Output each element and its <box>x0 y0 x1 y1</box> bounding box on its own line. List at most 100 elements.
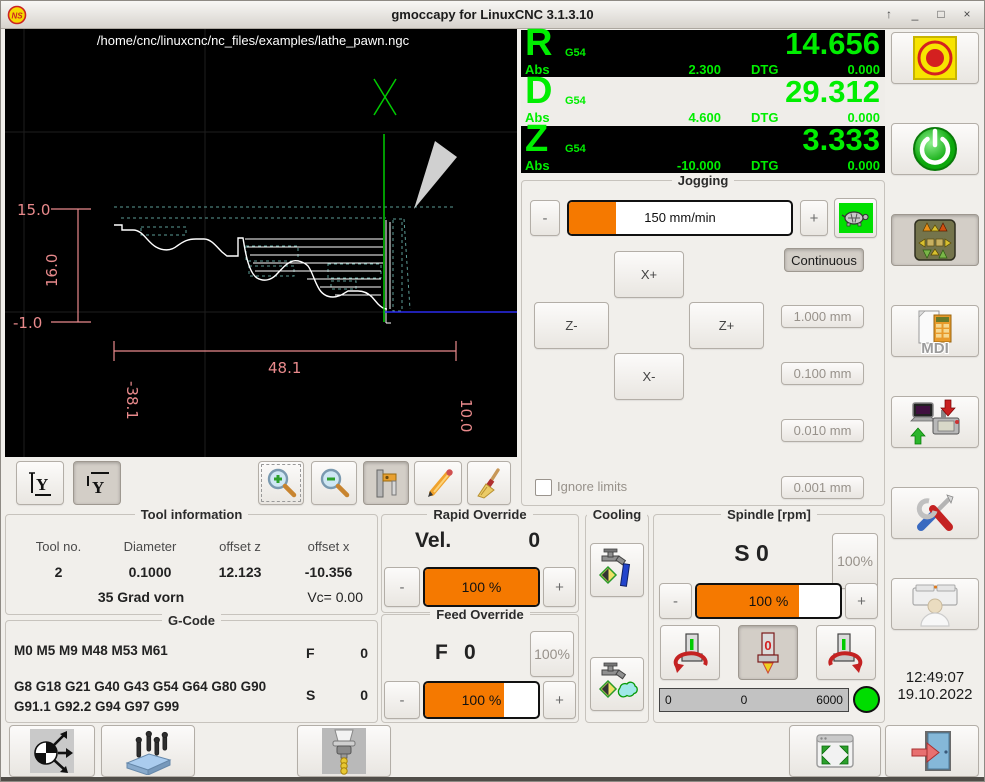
jogging-title: Jogging <box>671 173 735 188</box>
dro-axis-d[interactable]: D G54 29.312 Abs 4.600 DTG 0.000 <box>521 70 885 125</box>
dro-axis-z[interactable]: Z G54 3.333 Abs -10.000 DTG 0.000 <box>521 118 885 173</box>
offset-z-value: 12.123 <box>218 564 262 580</box>
increment-001mm-button[interactable]: 0.010 mm <box>781 419 864 442</box>
jog-pad-icon <box>914 219 956 261</box>
svg-text:10.0: 10.0 <box>457 399 475 432</box>
dimension-absolute-icon: Y <box>29 472 51 496</box>
touch-plate-icon <box>125 730 172 775</box>
f-label: F <box>306 645 315 661</box>
jog-speed-bar[interactable]: 150 mm/min <box>567 200 793 236</box>
spindle-ccw-button[interactable] <box>660 625 720 680</box>
zoom-out-button[interactable] <box>311 461 357 505</box>
jog-speed-plus-button[interactable]: + <box>800 200 828 236</box>
clock-time: 12:49:07 <box>905 669 965 686</box>
spindle-stop-icon: 0 <box>757 631 779 674</box>
s-label: S <box>306 687 316 703</box>
spindle-cw-button[interactable] <box>816 625 876 680</box>
rapid-override-bar[interactable]: 100 % <box>423 567 540 607</box>
dimension-relative-button[interactable]: Y <box>73 461 121 505</box>
s-value: 0 <box>360 687 368 703</box>
spindle-plus-button[interactable]: + <box>845 583 878 619</box>
fullscreen-button[interactable] <box>789 725 881 777</box>
turtle-speed-button[interactable] <box>834 198 877 238</box>
titlebar[interactable]: NS gmoccapy for LinuxCNC 3.1.3.10 ↑ _ □ … <box>1 1 984 29</box>
spindle-override-bar[interactable]: 100 % <box>695 583 842 619</box>
coord-system: G54 <box>565 47 586 59</box>
spindle-frame: Spindle [rpm] S 0 100% - 100 % + <box>653 507 885 723</box>
spindle-stop-button[interactable]: 0 <box>738 625 798 680</box>
spindle-speed-label: S 0 <box>734 540 769 566</box>
jog-z-plus-button[interactable]: Z+ <box>689 302 764 349</box>
tool-info-title: Tool information <box>134 507 249 522</box>
coord-system: G54 <box>565 95 586 107</box>
preview-grid <box>5 29 517 457</box>
app-logo-icon: NS <box>7 5 27 24</box>
exit-button[interactable] <box>885 725 979 777</box>
svg-text:NS: NS <box>11 11 23 20</box>
minimize-button[interactable]: _ <box>911 7 919 21</box>
feed-override-bar[interactable]: 100 % <box>423 681 540 719</box>
auto-mode-button[interactable] <box>891 396 979 448</box>
ignore-limits-checkbox[interactable] <box>535 479 552 496</box>
dimension-lines: 15.0 -1.0 16.0 48.1 -38.1 10.0 <box>13 201 475 432</box>
increment-0001mm-button[interactable]: 0.001 mm <box>781 476 864 499</box>
dtg-value: 0.000 <box>847 158 880 173</box>
rapid-plus-button[interactable]: + <box>543 567 576 607</box>
tool-description: 35 Grad vorn <box>97 589 185 605</box>
clear-plot-button[interactable] <box>467 461 511 505</box>
axis-value: 29.312 <box>785 74 880 109</box>
edit-gcode-button[interactable] <box>414 461 462 505</box>
increment-01mm-button[interactable]: 0.100 mm <box>781 362 864 385</box>
fullscreen-icon <box>816 734 854 768</box>
jog-x-plus-button[interactable]: X+ <box>614 251 684 298</box>
close-button[interactable]: × <box>963 7 971 21</box>
rapid-minus-button[interactable]: - <box>384 567 420 607</box>
jog-speed-value: 150 mm/min <box>644 210 716 225</box>
rapid-override-frame: Rapid Override Vel. 0 - 100 % + <box>381 507 579 613</box>
gcode-preview[interactable]: /home/cnc/linuxcnc/nc_files/examples/lat… <box>5 29 517 457</box>
spindle-minus-button[interactable]: - <box>659 583 692 619</box>
toolpath <box>114 220 391 324</box>
jog-x-minus-button[interactable]: X- <box>614 353 684 400</box>
tool-no-value: 2 <box>54 564 63 580</box>
dtg-value: 0.000 <box>847 62 880 77</box>
zoom-in-button[interactable] <box>258 461 304 505</box>
turtle-icon <box>838 203 873 233</box>
mist-coolant-button[interactable] <box>590 657 644 711</box>
feed-minus-button[interactable]: - <box>384 681 420 719</box>
dro-axis-r[interactable]: R G54 14.656 Abs 2.300 DTG 0.000 <box>521 22 885 77</box>
offset-z-header: offset z <box>219 539 261 554</box>
tool-position-marker <box>373 78 397 322</box>
continuous-jog-button[interactable]: Continuous <box>784 248 864 272</box>
maximize-button[interactable]: □ <box>937 7 945 21</box>
caliper-icon <box>376 469 397 498</box>
settings-button[interactable] <box>891 487 979 539</box>
user-settings-button[interactable] <box>891 578 979 630</box>
dimension-absolute-button[interactable]: Y <box>16 461 64 505</box>
svg-text:Y: Y <box>36 475 48 494</box>
jogging-frame: Jogging - 150 mm/min + Continuous X+ <box>521 173 885 506</box>
machine-on-button[interactable] <box>891 123 979 175</box>
mist-icon <box>598 662 638 699</box>
spindle-at-speed-led <box>853 686 880 713</box>
shade-button[interactable]: ↑ <box>886 7 892 21</box>
feed-reset-button[interactable]: 100% <box>530 631 574 677</box>
jog-z-minus-button[interactable]: Z- <box>534 302 609 349</box>
mdi-mode-button[interactable]: MDI <box>891 305 979 357</box>
spindle-reset-button[interactable]: 100% <box>832 533 878 589</box>
tools-icon <box>916 494 954 531</box>
abs-value: 4.600 <box>688 110 721 125</box>
show-dimensions-button[interactable] <box>363 461 409 505</box>
estop-button[interactable] <box>891 32 979 84</box>
block-height-button[interactable] <box>101 725 195 777</box>
axis-value: 3.333 <box>802 122 880 157</box>
feed-plus-button[interactable]: + <box>543 681 576 719</box>
offset-x-value: -10.356 <box>304 564 353 580</box>
increment-1mm-button[interactable]: 1.000 mm <box>781 305 864 328</box>
jog-speed-minus-button[interactable]: - <box>530 200 560 236</box>
touch-off-button[interactable] <box>9 725 95 777</box>
active-g-codes: G8 G18 G21 G40 G43 G54 G64 G80 G90 G91.1… <box>14 679 267 714</box>
flood-coolant-button[interactable] <box>590 543 644 597</box>
manual-mode-button[interactable] <box>891 214 979 266</box>
tool-settings-button[interactable] <box>297 725 391 777</box>
